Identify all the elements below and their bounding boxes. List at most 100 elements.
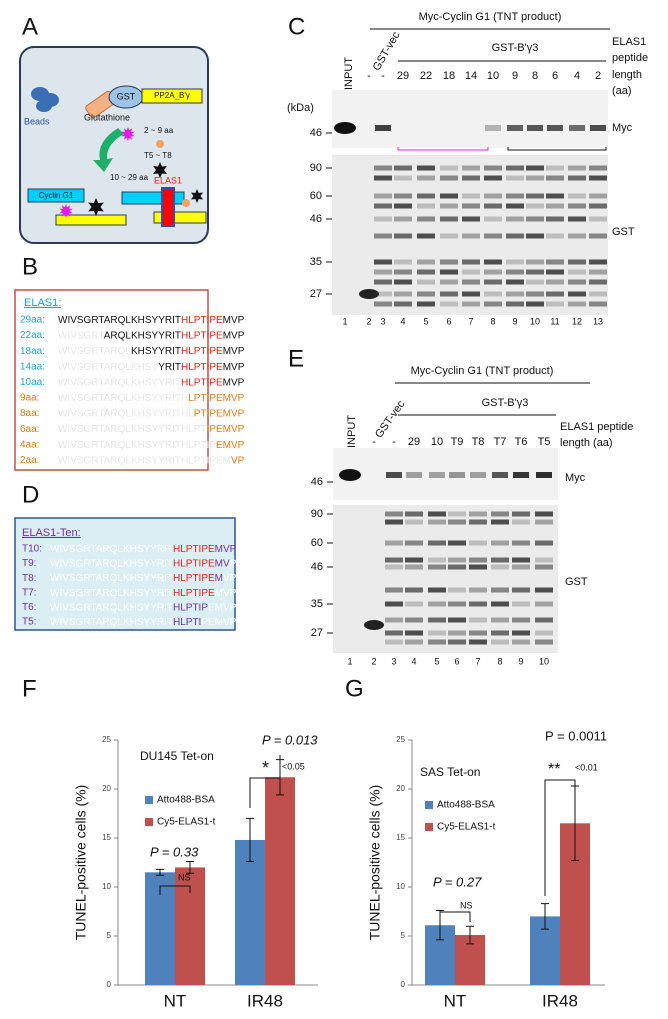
band (375, 125, 391, 131)
sequence-segment: P (230, 558, 237, 569)
sequence-segment: WIVSGRTARQLKHSYYRIT (50, 544, 173, 555)
x-tick-label: IR48 (542, 991, 578, 1010)
peptide-label: (aa) (612, 85, 632, 97)
band (512, 540, 530, 546)
band (428, 557, 446, 563)
lane-label: 6 (552, 70, 558, 82)
blot-label: Myc (565, 472, 586, 484)
band (484, 269, 502, 275)
band (589, 203, 607, 209)
band (417, 269, 435, 275)
band (491, 557, 509, 563)
error-bar (246, 817, 254, 863)
band (589, 291, 607, 297)
band (448, 617, 466, 623)
sequence: WIVSGRTARQLKHSYYRITHLPTIPEMVP (58, 315, 245, 326)
bar (265, 777, 295, 985)
band (469, 511, 487, 517)
range-label: T5 ~ T8 (144, 151, 172, 160)
lane-number: 1 (342, 316, 347, 326)
band (462, 203, 480, 209)
peptide-label: ELAS1 peptide (560, 421, 633, 433)
band (512, 511, 530, 517)
annotation: * (262, 758, 269, 778)
bracket (507, 147, 607, 151)
band (527, 125, 543, 131)
input-label: INPUT (343, 57, 355, 90)
legend-label: Atto488-BSA (157, 795, 215, 806)
band (484, 175, 502, 181)
lane-label: 8 (532, 70, 538, 82)
y-axis-title: TUNEL-positive cells (%) (367, 785, 383, 941)
band (484, 193, 502, 199)
band (491, 564, 509, 570)
y-tick-label: 25 (396, 735, 405, 744)
band (535, 639, 553, 645)
sequence-segment: WIVSGRTARQL (58, 346, 131, 357)
lane-label: 2 (595, 70, 601, 82)
sequence: WIVSGRTARQLKHSYYRITHLPTIPEMVP (58, 439, 245, 450)
lane-label: - (381, 70, 385, 82)
band (535, 564, 553, 570)
band (417, 193, 435, 199)
lane-label: T7 (494, 436, 507, 448)
row-label: 10aa: (20, 377, 45, 388)
lane-label: T5 (538, 436, 551, 448)
sequence-segment: HLPTIPE (181, 361, 223, 372)
chart-title: SAS Tet-on (420, 765, 480, 779)
cyclin-box (27, 188, 85, 203)
band (428, 639, 446, 645)
bracket (439, 911, 471, 922)
band (417, 279, 435, 285)
peptide-label: length (aa) (560, 437, 613, 449)
x-tick-label: NT (164, 991, 187, 1010)
protein-box (55, 214, 127, 226)
band (374, 291, 392, 297)
kda-label: (kDa) (287, 102, 314, 114)
lane-number: 8 (497, 656, 502, 666)
band (590, 125, 606, 131)
lane-number: 5 (434, 656, 439, 666)
row-label: T7: (22, 587, 36, 598)
protein-box (141, 88, 203, 104)
bar (175, 867, 205, 985)
bracket (544, 779, 576, 896)
bracket (249, 755, 281, 808)
sequence-segment: PTIPEMVP (194, 408, 245, 419)
sequence-segment: MVP (223, 377, 245, 388)
peptide-label: ELAS1 (612, 36, 646, 48)
sequence-title: ELAS1-Ten: (22, 527, 81, 539)
lane-label: - (372, 436, 376, 448)
band (385, 540, 403, 546)
band (535, 519, 553, 525)
band (589, 216, 607, 222)
y-tick-label: 5 (107, 931, 112, 940)
band (385, 617, 403, 623)
sequence-segment: WIVSGRTARQLKHSYYRITHLPTIPEM (58, 455, 231, 466)
band (374, 193, 392, 199)
band (417, 203, 435, 209)
band (429, 472, 445, 478)
sequence-segment: HLPTIP (173, 602, 208, 613)
band (589, 269, 607, 275)
band (462, 216, 480, 222)
y-tick-label: 5 (401, 931, 406, 940)
sequence-segment: WIVSGRTARQLKHSYYRIT (50, 617, 173, 628)
blot-title: Myc-Cyclin G1 (TNT product) (419, 11, 562, 23)
panel-label: B (22, 253, 38, 280)
sequence-segment: WIVSGRT (58, 330, 104, 341)
sequence-segment: WIVSGRTARQLKHSYYRITHL (58, 408, 194, 419)
error-bar (541, 903, 549, 930)
cyclin-label: Cyclin G1 (39, 191, 74, 200)
row-label: 29aa: (20, 315, 45, 326)
band (568, 203, 586, 209)
bead (36, 100, 52, 112)
band (440, 203, 458, 209)
input-label: INPUT (346, 415, 358, 448)
band (385, 519, 403, 525)
sequence: WIVSGRTARQLKHSYYRITHLPTIPEMVP (58, 361, 245, 372)
band (462, 269, 480, 275)
band (512, 564, 530, 570)
band (491, 540, 509, 546)
